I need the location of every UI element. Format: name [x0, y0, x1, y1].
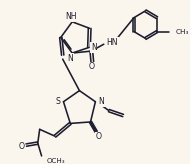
Text: N: N — [91, 43, 97, 52]
Text: N: N — [67, 54, 73, 63]
Text: CH₃: CH₃ — [175, 29, 189, 35]
Text: O: O — [88, 62, 94, 71]
Text: O: O — [95, 132, 101, 141]
Text: OCH₃: OCH₃ — [46, 158, 65, 164]
Text: NH: NH — [66, 12, 77, 21]
Text: HN: HN — [107, 38, 118, 47]
Text: N: N — [98, 97, 104, 106]
Text: O: O — [18, 142, 25, 151]
Text: S: S — [55, 97, 60, 106]
